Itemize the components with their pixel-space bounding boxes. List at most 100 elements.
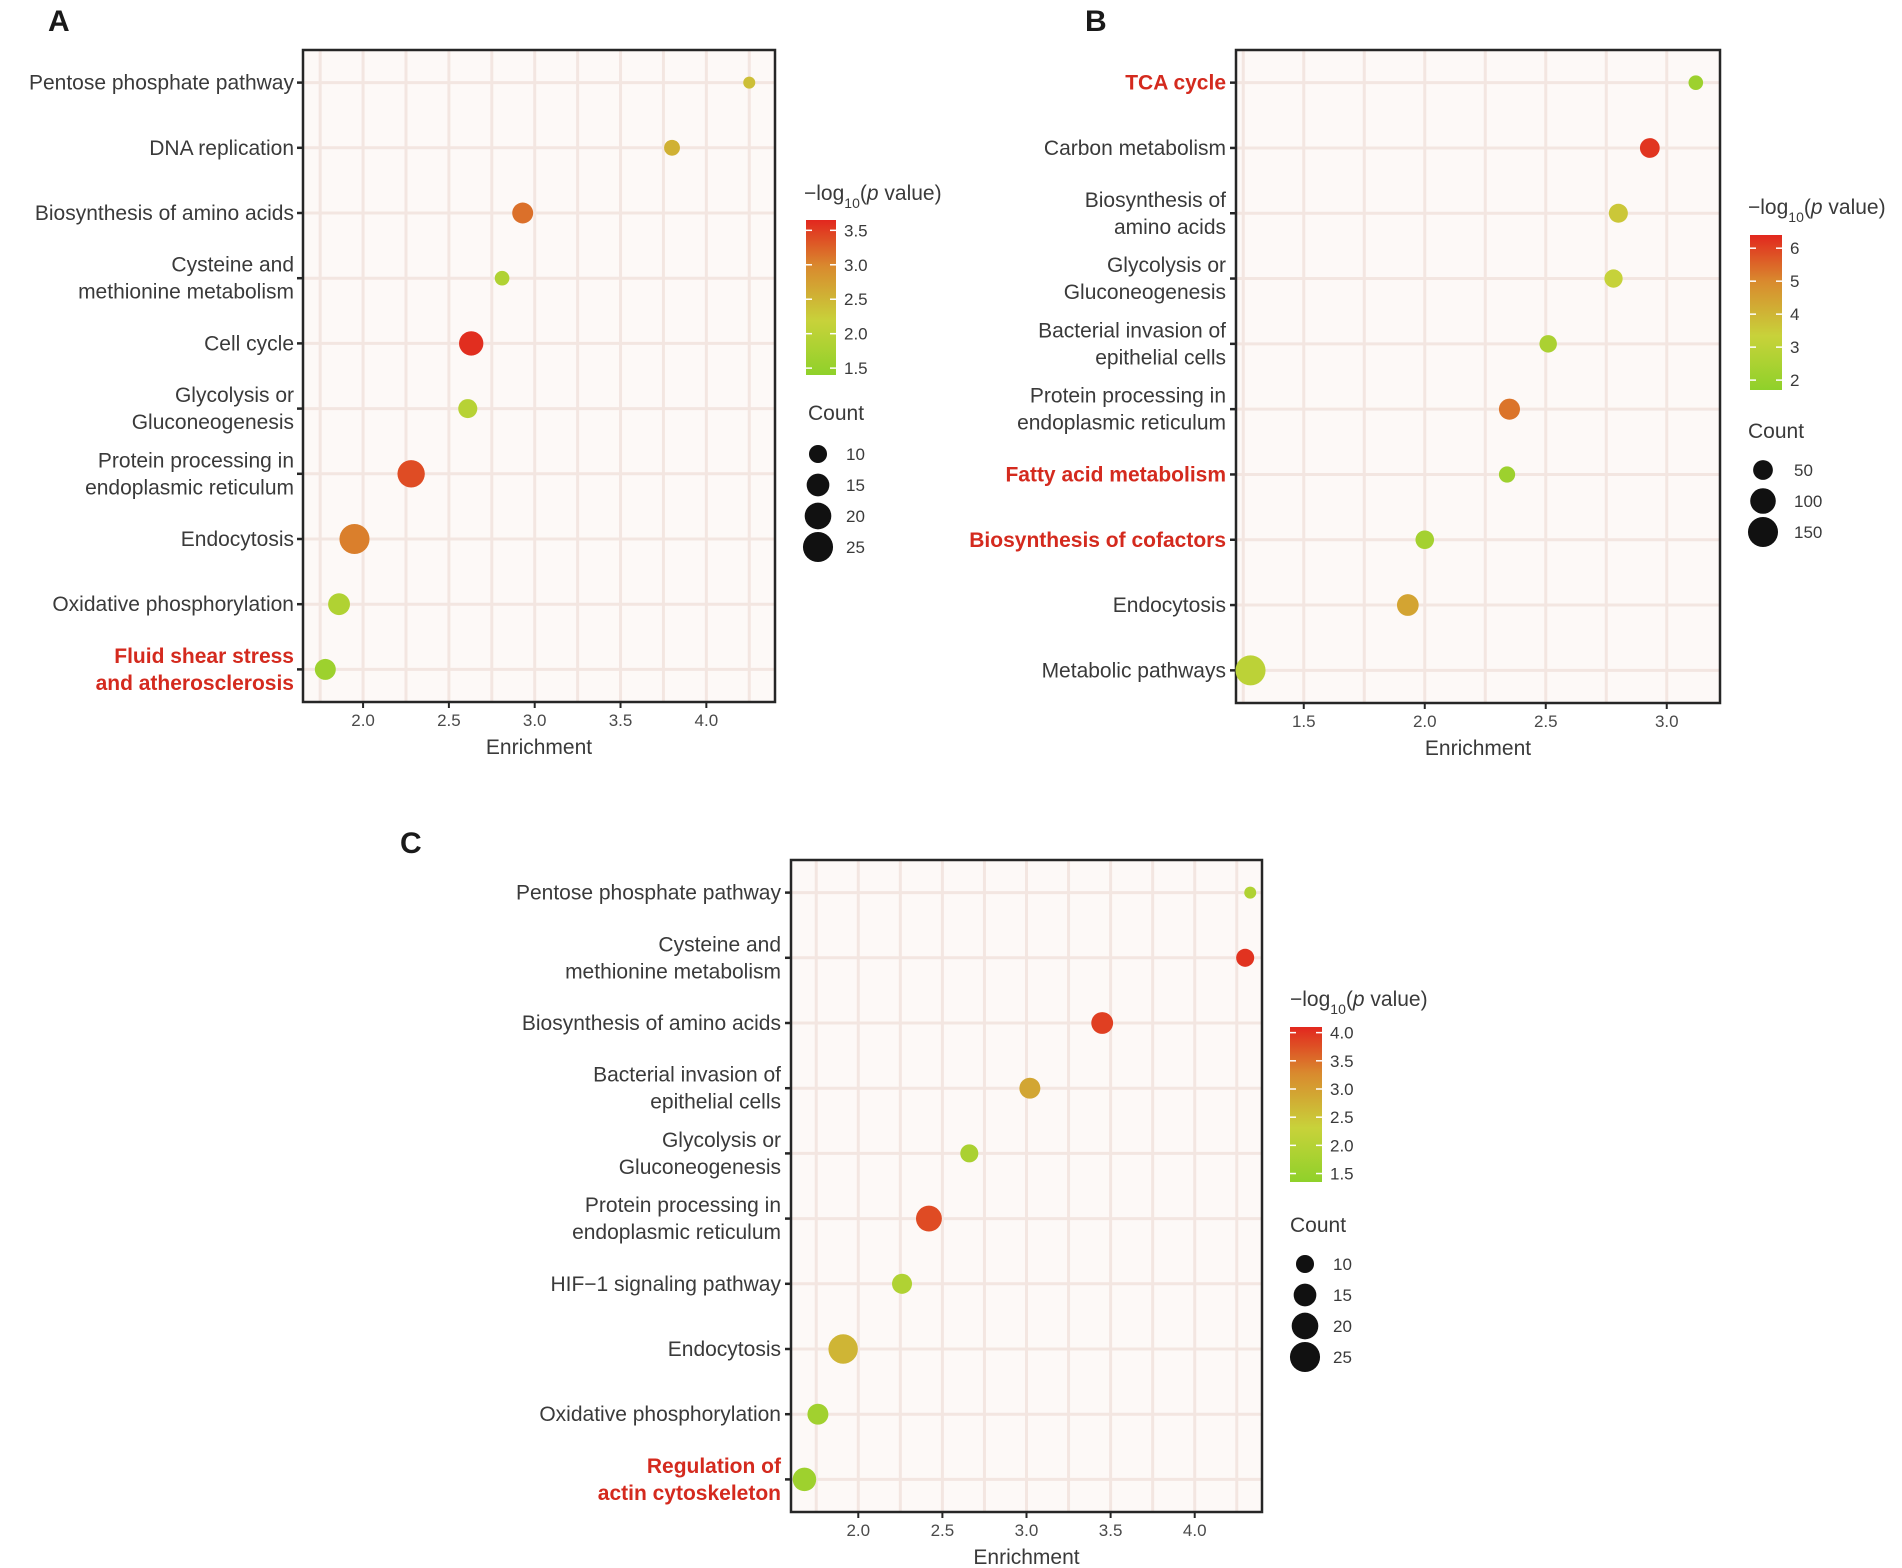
y-tick-label: HIF−1 signaling pathway	[550, 1273, 781, 1296]
data-point	[339, 523, 370, 555]
y-tick-label: Bacterial invasion of	[1038, 319, 1226, 342]
y-tick-label: Glycolysis or	[662, 1129, 781, 1152]
size-legend-marker	[804, 502, 832, 530]
size-legend-label: 25	[1333, 1348, 1352, 1367]
data-point	[458, 399, 478, 419]
data-point	[1091, 1012, 1114, 1034]
size-legend-label: 10	[846, 445, 865, 464]
y-tick-label: actin cytoskeleton	[598, 1482, 781, 1505]
y-tick-label: Biosynthesis of amino acids	[522, 1012, 781, 1035]
y-tick-label: DNA replication	[149, 137, 294, 160]
data-point	[314, 658, 336, 680]
x-tick-label: 2.5	[437, 711, 461, 730]
plot-frame	[301, 48, 777, 704]
x-tick-label: 2.0	[846, 1521, 870, 1540]
size-legend-marker	[806, 473, 830, 497]
data-point	[494, 270, 510, 286]
size-legend-label: 150	[1794, 523, 1822, 542]
y-tick-label: Pentose phosphate pathway	[29, 72, 295, 95]
y-tick-label: Gluconeogenesis	[132, 411, 294, 434]
y-tick-label: Fatty acid metabolism	[1005, 463, 1226, 486]
color-legend-label: 3	[1790, 338, 1799, 357]
y-tick-label: Protein processing in	[585, 1194, 781, 1217]
color-legend-bar	[1750, 235, 1782, 390]
color-legend-label: 1.5	[844, 359, 868, 378]
y-tick-label: amino acids	[1114, 216, 1226, 239]
y-tick-label: Gluconeogenesis	[1064, 281, 1226, 304]
plot-area	[303, 50, 775, 702]
y-tick-label: Gluconeogenesis	[619, 1156, 781, 1179]
color-legend-label: 4	[1790, 305, 1799, 324]
data-point	[1235, 655, 1266, 686]
y-tick-label: Oxidative phosphorylation	[539, 1403, 781, 1426]
size-legend-label: 100	[1794, 492, 1822, 511]
y-tick-label: Pentose phosphate pathway	[516, 882, 782, 905]
panel-a-letter: A	[48, 5, 70, 38]
y-tick-label: endoplasmic reticulum	[85, 476, 294, 499]
y-tick-label: Protein processing in	[1030, 385, 1226, 408]
data-point	[828, 1334, 858, 1364]
y-tick-label: Biosynthesis of cofactors	[969, 529, 1226, 552]
x-tick-label: 3.0	[1655, 712, 1679, 731]
color-legend-label: 6	[1790, 239, 1799, 258]
panel-a: A 2.0 2.5 3.0 3.5 4.0 Enrichment Pentose phosp…	[29, 5, 942, 759]
y-tick-label: endoplasmic reticulum	[572, 1221, 781, 1244]
x-tick-label: 2.0	[351, 711, 375, 730]
y-tick-label: Endocytosis	[181, 528, 294, 551]
data-point	[459, 331, 484, 356]
size-legend-label: 15	[846, 476, 865, 495]
y-tick-label: and atherosclerosis	[96, 672, 294, 695]
color-legend-title: −log10(p value)	[1748, 196, 1886, 225]
data-point	[328, 593, 350, 616]
y-tick-label: Regulation of	[647, 1455, 782, 1478]
panel-b: B 1.5 2.0 2.5 3.0 Enrichment TCA cycle Carbon …	[969, 5, 1885, 760]
data-point	[892, 1273, 913, 1294]
y-tick-label: Protein processing in	[98, 449, 294, 472]
x-tick-label: 3.0	[523, 711, 547, 730]
y-tick-label: Glycolysis or	[175, 384, 294, 407]
x-tick-label: 4.0	[1183, 1521, 1207, 1540]
color-legend-label: 2.5	[1330, 1108, 1354, 1127]
x-axis-title: Enrichment	[486, 736, 592, 759]
y-tick-label: Biosynthesis of amino acids	[35, 202, 294, 225]
size-legend-title: Count	[1748, 420, 1804, 443]
y-tick-label: Bacterial invasion of	[593, 1064, 781, 1087]
y-tick-label: Endocytosis	[1113, 594, 1226, 617]
data-point	[1498, 398, 1521, 420]
data-point	[807, 1403, 829, 1425]
panel-c-letter: C	[400, 827, 422, 860]
x-tick-label: 2.0	[1413, 712, 1437, 731]
color-legend-bar	[1290, 1027, 1322, 1182]
y-tick-label: methionine metabolism	[565, 960, 781, 983]
color-legend-bar	[806, 220, 836, 375]
y-tick-label: Oxidative phosphorylation	[52, 593, 294, 616]
color-legend-label: 3.5	[844, 221, 868, 240]
data-point	[664, 139, 680, 156]
data-point	[960, 1144, 979, 1163]
x-tick-label: 3.0	[1015, 1521, 1039, 1540]
data-point	[397, 460, 425, 488]
data-point	[512, 202, 534, 224]
size-legend-title: Count	[808, 402, 864, 425]
panel-c: C 2.0 2.5 3.0 3.5 4.0 Enrichment Pentose phosp…	[400, 827, 1428, 1568]
color-legend-label: 2.5	[844, 290, 868, 309]
size-legend-marker	[1747, 516, 1779, 548]
x-tick-label: 1.5	[1292, 712, 1316, 731]
data-point	[1688, 75, 1704, 90]
data-point	[1498, 466, 1516, 483]
color-legend-label: 2	[1790, 371, 1799, 390]
size-legend-marker	[802, 531, 834, 563]
size-legend-label: 50	[1794, 461, 1813, 480]
data-point	[1539, 335, 1557, 353]
y-tick-label: Cysteine and	[658, 933, 781, 956]
y-tick-label: Fluid shear stress	[114, 645, 294, 668]
data-point	[1396, 594, 1419, 616]
size-legend-marker	[1750, 488, 1776, 514]
size-legend-label: 25	[846, 538, 865, 557]
color-legend-label: 4.0	[1330, 1024, 1354, 1043]
y-tick-label: Glycolysis or	[1107, 254, 1226, 277]
y-tick-label: Metabolic pathways	[1042, 659, 1226, 682]
size-legend-label: 10	[1333, 1255, 1352, 1274]
color-legend-label: 5	[1790, 272, 1799, 291]
size-legend-marker	[808, 444, 828, 464]
